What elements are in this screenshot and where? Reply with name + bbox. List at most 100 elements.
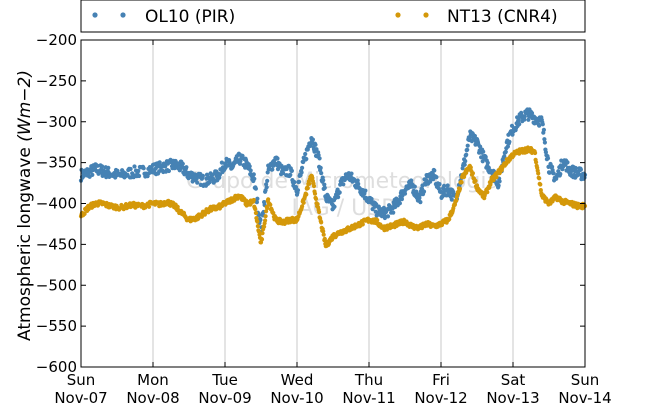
- data-point: [321, 229, 326, 234]
- data-point: [305, 186, 310, 191]
- data-point: [255, 219, 260, 224]
- data-point: [319, 220, 324, 225]
- x-tick-date-label: Nov-13: [486, 389, 539, 407]
- data-point: [470, 171, 475, 176]
- x-tick-date-label: Nov-08: [126, 389, 179, 407]
- data-point: [184, 165, 189, 170]
- data-point: [271, 210, 276, 216]
- x-tick-date-label: Nov-10: [270, 389, 323, 407]
- data-point: [293, 185, 299, 190]
- data-point: [434, 175, 439, 180]
- x-tick-day-label: Fri: [432, 371, 450, 389]
- data-point: [251, 172, 256, 177]
- data-point: [503, 149, 508, 154]
- data-point: [313, 142, 318, 147]
- data-point: [551, 171, 556, 176]
- data-point: [576, 172, 581, 177]
- data-point: [253, 207, 258, 212]
- data-point: [132, 164, 137, 169]
- data-point: [310, 137, 315, 142]
- x-tick-day-label: Mon: [137, 371, 169, 389]
- grid-lines: [152, 40, 514, 367]
- data-point: [402, 191, 408, 196]
- data-point: [336, 195, 341, 200]
- y-axis-label-text: Atmospheric longwave: [15, 142, 35, 341]
- y-tick-label: −550: [36, 317, 77, 335]
- x-tick-day-label: Sun: [67, 371, 96, 389]
- data-point: [263, 218, 268, 223]
- x-tick-day-label: Sun: [571, 371, 600, 389]
- data-point: [319, 171, 324, 176]
- data-series: [78, 107, 588, 249]
- data-point: [447, 217, 452, 222]
- data-point: [538, 182, 543, 187]
- y-tick-label: −400: [36, 195, 77, 213]
- data-point: [262, 224, 267, 229]
- data-point: [542, 140, 548, 145]
- data-point: [301, 200, 306, 205]
- data-point: [300, 165, 305, 170]
- data-point: [459, 180, 464, 185]
- data-point: [304, 192, 309, 197]
- data-point: [82, 211, 87, 216]
- data-point: [467, 136, 472, 141]
- x-axis-ticks: SunNov-07MonNov-08TueNov-09WedNov-10ThuN…: [54, 40, 612, 407]
- data-point: [349, 171, 354, 176]
- data-point: [258, 217, 263, 223]
- legend-entry-1: OL10 (PIR): [92, 7, 235, 27]
- data-point: [281, 171, 286, 176]
- y-axis-ticks: −200 −250 −300 −350 −400 −450 −500 −550 −600: [36, 31, 585, 376]
- data-point: [412, 184, 417, 189]
- data-point: [573, 165, 578, 171]
- data-point: [252, 176, 257, 181]
- data-point: [266, 197, 271, 202]
- data-point: [533, 150, 538, 156]
- data-point: [299, 170, 304, 175]
- data-point: [464, 152, 469, 157]
- data-point: [449, 197, 454, 202]
- data-point: [178, 167, 183, 172]
- data-point: [200, 173, 205, 178]
- data-point: [322, 236, 327, 241]
- data-point: [437, 182, 442, 187]
- data-point: [136, 168, 141, 173]
- data-point: [375, 218, 380, 223]
- data-point: [195, 180, 200, 185]
- data-point: [304, 156, 309, 162]
- data-point: [321, 178, 326, 183]
- data-point: [275, 156, 280, 161]
- data-point: [310, 175, 315, 181]
- data-point: [545, 156, 551, 161]
- legend-marker: [120, 12, 126, 18]
- data-point: [288, 172, 293, 177]
- legend-marker: [395, 12, 401, 18]
- data-point: [180, 161, 185, 166]
- legend-marker: [92, 12, 98, 18]
- data-point: [316, 153, 321, 158]
- y-tick-label: −500: [36, 276, 77, 294]
- data-point: [468, 165, 473, 170]
- data-point: [314, 147, 319, 152]
- data-point: [263, 214, 268, 219]
- data-point: [313, 196, 319, 201]
- data-point: [163, 164, 168, 169]
- data-point: [360, 222, 365, 227]
- data-point: [265, 206, 270, 211]
- data-point: [391, 210, 396, 215]
- data-point: [147, 204, 152, 209]
- data-point: [399, 197, 404, 202]
- data-point: [522, 114, 527, 119]
- x-tick-date-label: Nov-14: [558, 389, 611, 407]
- data-point: [315, 202, 320, 207]
- data-point: [270, 167, 275, 172]
- data-point: [265, 178, 270, 183]
- data-point: [297, 179, 302, 184]
- data-point: [537, 176, 542, 181]
- data-point: [542, 137, 547, 142]
- data-point: [485, 190, 490, 195]
- x-tick-date-label: Nov-12: [414, 389, 467, 407]
- data-point: [502, 154, 507, 159]
- data-point: [255, 196, 260, 201]
- data-point: [128, 166, 133, 172]
- data-point: [292, 180, 297, 185]
